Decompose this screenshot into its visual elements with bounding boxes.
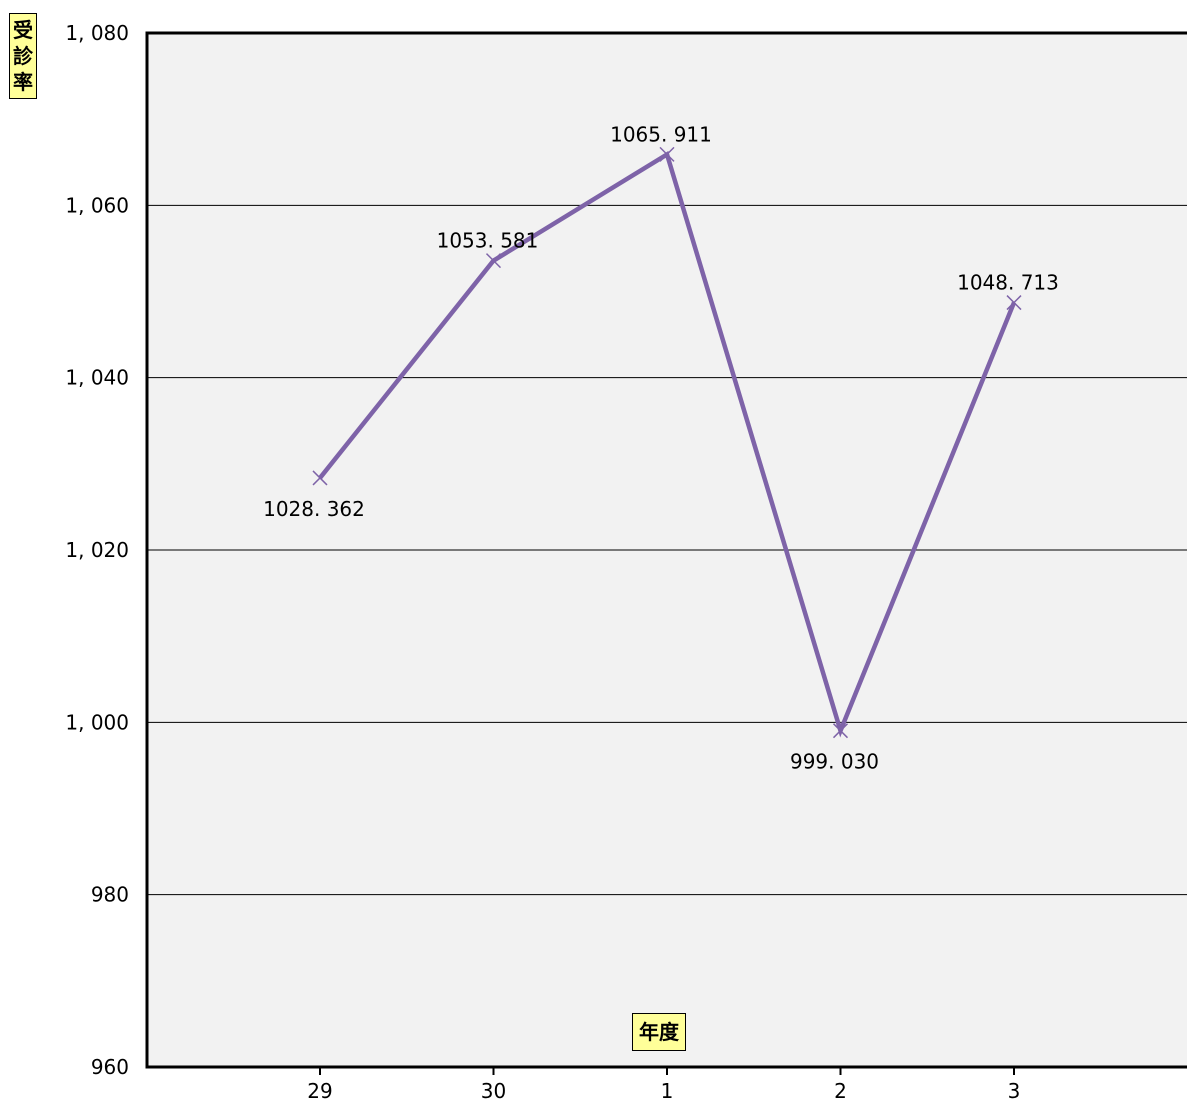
y-tick-label: 1, 080	[65, 21, 129, 45]
x-tick-label: 29	[307, 1079, 332, 1103]
y-tick-label: 1, 040	[65, 366, 129, 390]
data-label: 999. 030	[790, 750, 879, 774]
data-label: 1053. 581	[437, 229, 539, 253]
x-tick-labels: 29 30 1 2 3	[307, 1067, 1020, 1103]
data-label: 1048. 713	[957, 271, 1059, 295]
x-tick-label: 3	[1008, 1079, 1021, 1103]
data-point-marker	[312, 470, 328, 486]
data-point-marker	[1006, 295, 1022, 311]
y-tick-label: 1, 060	[65, 193, 129, 217]
y-tick-label: 980	[91, 883, 129, 907]
y-tick-labels: 960 980 1, 000 1, 020 1, 040 1, 060 1, 080	[65, 21, 129, 1079]
y-axis-title: 受 診 率	[9, 13, 37, 99]
x-axis-title: 年度	[632, 1013, 686, 1051]
y-axis-title-char: 受	[13, 18, 33, 42]
x-tick-label: 1	[661, 1079, 674, 1103]
y-tick-label: 960	[91, 1055, 129, 1079]
data-labels: 1028. 362 1053. 581 1065. 911 999. 030 1048.…	[263, 122, 1059, 773]
y-axis-title-char: 診	[13, 44, 33, 68]
y-tick-label: 1, 000	[65, 710, 129, 734]
gridlines	[147, 31, 1187, 896]
x-tick-label: 30	[481, 1079, 506, 1103]
x-tick-label: 2	[834, 1079, 847, 1103]
marker-stroke	[659, 146, 675, 162]
data-point-marker	[832, 723, 849, 739]
data-point-marker	[659, 146, 675, 162]
marker-stroke	[312, 470, 328, 486]
data-label: 1065. 911	[610, 122, 712, 146]
marker-stroke	[832, 723, 849, 739]
data-point-marker	[485, 253, 502, 269]
y-axis-title-char: 率	[13, 70, 33, 94]
series-line-group	[312, 146, 1022, 739]
marker-stroke	[485, 253, 502, 269]
data-label: 1028. 362	[263, 497, 365, 521]
marker-stroke	[1006, 295, 1022, 311]
y-tick-label: 1, 020	[65, 538, 129, 562]
